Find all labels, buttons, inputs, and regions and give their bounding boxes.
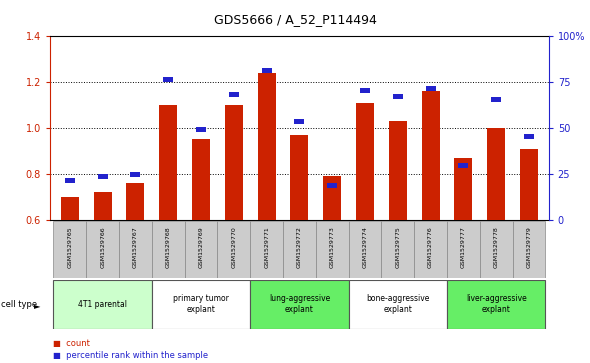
Text: GSM1529773: GSM1529773 (330, 226, 335, 268)
Bar (414, 221, 447, 278)
Bar (316, 221, 349, 278)
Text: GSM1529778: GSM1529778 (494, 226, 499, 268)
Bar (422, 91, 440, 220)
Bar (119, 221, 152, 278)
Bar (349, 280, 447, 329)
Bar (290, 135, 309, 220)
Bar (524, 134, 534, 139)
Bar (130, 172, 140, 178)
Text: GSM1529765: GSM1529765 (67, 226, 73, 268)
Text: GSM1529769: GSM1529769 (198, 226, 204, 268)
Text: GSM1529770: GSM1529770 (231, 226, 237, 268)
Bar (218, 221, 250, 278)
Bar (393, 94, 403, 99)
Text: bone-aggressive
explant: bone-aggressive explant (366, 294, 430, 314)
Bar (61, 197, 79, 220)
Bar (389, 121, 407, 220)
Bar (229, 92, 239, 97)
Bar (349, 221, 381, 278)
Text: GSM1529775: GSM1529775 (395, 226, 401, 268)
Bar (250, 280, 349, 329)
Bar (65, 178, 75, 183)
Bar (152, 221, 185, 278)
Bar (86, 221, 119, 278)
Bar (192, 139, 210, 220)
Bar (327, 183, 337, 188)
Bar (54, 280, 152, 329)
Bar (323, 176, 341, 220)
Bar (454, 158, 473, 220)
Text: GSM1529774: GSM1529774 (362, 226, 368, 268)
Text: GSM1529777: GSM1529777 (461, 226, 466, 268)
Bar (520, 148, 538, 220)
Bar (185, 221, 218, 278)
Text: GSM1529771: GSM1529771 (264, 226, 269, 268)
Bar (491, 97, 501, 102)
Text: ►: ► (34, 301, 41, 310)
Bar (447, 280, 545, 329)
Bar (152, 280, 250, 329)
Bar (196, 127, 206, 132)
Bar (447, 221, 480, 278)
Text: GSM1529766: GSM1529766 (100, 226, 105, 268)
Bar (250, 221, 283, 278)
Text: ■  percentile rank within the sample: ■ percentile rank within the sample (53, 351, 208, 359)
Text: cell type: cell type (1, 301, 37, 309)
Text: ■  count: ■ count (53, 339, 90, 347)
Text: lung-aggressive
explant: lung-aggressive explant (269, 294, 330, 314)
Bar (425, 86, 435, 91)
Bar (163, 77, 173, 82)
Text: 4T1 parental: 4T1 parental (78, 299, 127, 309)
Bar (98, 174, 107, 179)
Text: GSM1529776: GSM1529776 (428, 226, 433, 268)
Bar (513, 221, 545, 278)
Bar (94, 192, 112, 220)
Text: GSM1529779: GSM1529779 (526, 226, 532, 268)
Bar (458, 163, 468, 168)
Text: primary tumor
explant: primary tumor explant (173, 294, 229, 314)
Bar (159, 105, 177, 220)
Text: GDS5666 / A_52_P114494: GDS5666 / A_52_P114494 (214, 13, 376, 26)
Bar (258, 73, 276, 220)
Bar (294, 119, 304, 124)
Bar (283, 221, 316, 278)
Text: GSM1529768: GSM1529768 (166, 226, 171, 268)
Bar (225, 105, 243, 220)
Bar (360, 88, 370, 93)
Bar (356, 103, 374, 220)
Bar (480, 221, 513, 278)
Bar (126, 183, 145, 220)
Bar (54, 221, 86, 278)
Bar (487, 128, 505, 220)
Bar (261, 68, 271, 73)
Text: GSM1529772: GSM1529772 (297, 226, 302, 268)
Text: liver-aggressive
explant: liver-aggressive explant (466, 294, 527, 314)
Bar (381, 221, 414, 278)
Text: GSM1529767: GSM1529767 (133, 226, 138, 268)
